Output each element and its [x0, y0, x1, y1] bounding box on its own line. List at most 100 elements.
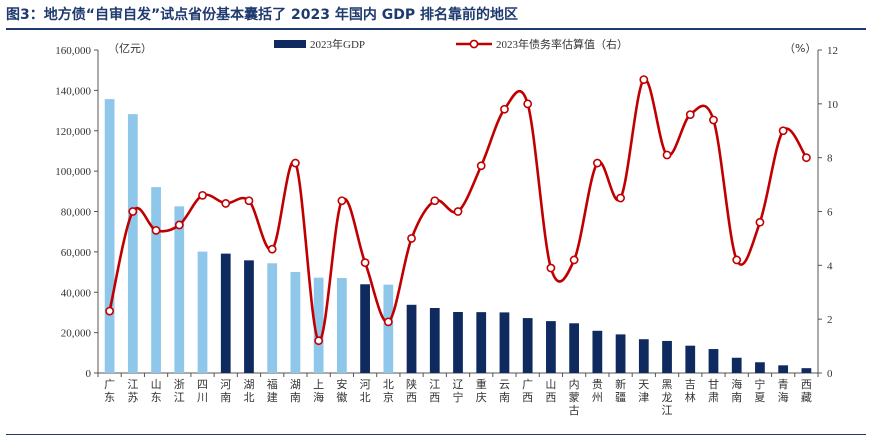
category-label: 安徽: [336, 377, 347, 404]
gdp-bar: [731, 357, 742, 373]
debt-ratio-point: [314, 336, 324, 346]
left-axis-unit: （亿元）: [108, 42, 152, 55]
debt-ratio-point: [732, 255, 742, 265]
category-label: 吉林: [685, 378, 696, 404]
title-rule: [6, 28, 866, 30]
gdp-bar: [615, 334, 626, 373]
category-label: 新疆: [615, 377, 626, 404]
debt-ratio-point: [592, 158, 602, 168]
gdp-bar: [174, 206, 185, 373]
debt-ratio-point: [407, 234, 416, 243]
category-label: 北京: [383, 378, 394, 404]
category-label: 黑龙江: [662, 378, 673, 417]
debt-ratio-point: [709, 115, 718, 125]
chart-axes: 0 20,000 40,000 60,000 80,000 100,000 120,000 1…: [55, 42, 838, 380]
legend-line-label: 2023年债务率估算值（右）: [496, 37, 628, 51]
category-label: 海南: [731, 377, 742, 404]
category-label: 贵州: [592, 378, 603, 404]
gdp-bar: [662, 340, 672, 373]
debt-ratio-point: [662, 150, 672, 160]
debt-ratio-point: [198, 190, 207, 200]
gdp-bars: [104, 99, 812, 373]
debt-ratio-point: [291, 158, 300, 168]
gdp-bar: [220, 253, 231, 373]
left-tick-label: 40,000: [61, 287, 92, 299]
gdp-bar: [267, 263, 278, 373]
debt-ratio-point: [105, 306, 115, 316]
debt-ratio-point: [616, 193, 625, 203]
gdp-bar: [313, 277, 324, 373]
left-tick-label: 140,000: [55, 85, 91, 97]
debt-ratio-point: [569, 255, 579, 265]
category-label: 天津: [638, 378, 649, 404]
gdp-bar: [499, 312, 510, 373]
category-label: 湖北: [243, 378, 254, 404]
debt-ratio-point: [639, 75, 649, 85]
gdp-bar: [685, 345, 696, 373]
legend-bar-swatch: [274, 40, 306, 48]
category-label: 上海: [313, 378, 324, 404]
debt-ratio-point: [523, 99, 533, 109]
gdp-bar: [360, 284, 370, 373]
gdp-bar: [592, 330, 603, 373]
gdp-bar: [290, 272, 301, 373]
left-tick-label: 20,000: [61, 328, 92, 340]
gdp-bar: [336, 278, 347, 373]
category-label: 陕西: [406, 377, 417, 404]
gdp-bar: [522, 318, 533, 373]
debt-ratio-point: [778, 126, 788, 136]
right-tick-label: 2: [827, 314, 833, 326]
debt-ratio-point: [546, 263, 556, 273]
category-label: 重庆: [476, 377, 487, 404]
legend: 2023年GDP 2023年债务率估算值（右）: [274, 37, 628, 51]
right-tick-label: 10: [827, 99, 839, 111]
gdp-bar: [708, 349, 719, 373]
gdp-bar: [778, 365, 789, 373]
debt-ratio-point: [383, 317, 393, 327]
category-label: 四川: [197, 378, 208, 404]
left-tick-label: 160,000: [55, 45, 91, 57]
right-tick-label: 0: [827, 368, 833, 380]
debt-ratio-point: [755, 217, 765, 227]
category-label: 云南: [499, 378, 510, 404]
left-tick-label: 0: [86, 368, 92, 380]
debt-ratio-point: [360, 258, 370, 268]
category-label: 山东: [151, 378, 162, 404]
legend-line-marker: [469, 39, 479, 49]
left-tick-label: 80,000: [61, 207, 92, 219]
left-tick-label: 100,000: [55, 166, 91, 178]
gdp-bar: [476, 312, 487, 373]
right-tick-label: 12: [827, 45, 838, 57]
debt-ratio-point: [430, 196, 440, 206]
category-label: 河北: [360, 378, 371, 404]
debt-ratio-point: [174, 220, 184, 230]
gdp-bar: [546, 321, 556, 373]
category-label: 辽宁: [453, 378, 464, 404]
category-label: 甘肃: [708, 378, 719, 404]
gdp-bar: [127, 114, 138, 373]
category-label: 西藏: [801, 378, 812, 404]
gdp-bar: [429, 307, 440, 373]
category-label: 浙江: [174, 378, 185, 404]
debt-ratio-point: [500, 104, 509, 114]
chart-title: 图3：地方债“自审自发”试点省份基本囊括了 2023 年国内 GDP 排名靠前的…: [6, 7, 518, 23]
gdp-bar: [406, 304, 417, 373]
category-label: 广西: [522, 378, 533, 404]
bottom-rule: [6, 434, 866, 435]
gdp-bar: [755, 362, 765, 373]
category-label: 河南: [220, 378, 231, 404]
debt-ratio-point: [221, 199, 231, 208]
debt-ratio-point: [337, 196, 347, 206]
debt-ratio-point: [801, 153, 811, 163]
gdp-bar: [569, 323, 580, 373]
right-axis-unit: （%）: [784, 42, 816, 55]
category-labels: 广东江苏山东浙江四川河南湖北福建湖南上海安徽河北北京陕西江西辽宁重庆云南广西山西…: [104, 377, 812, 417]
gdp-bar: [244, 260, 254, 373]
category-label: 福建: [267, 377, 278, 404]
debt-ratio-point: [476, 161, 486, 171]
category-label: 广东: [104, 378, 115, 404]
right-tick-label: 8: [827, 153, 833, 165]
gdp-bar: [801, 368, 812, 373]
category-label: 青海: [778, 378, 789, 404]
